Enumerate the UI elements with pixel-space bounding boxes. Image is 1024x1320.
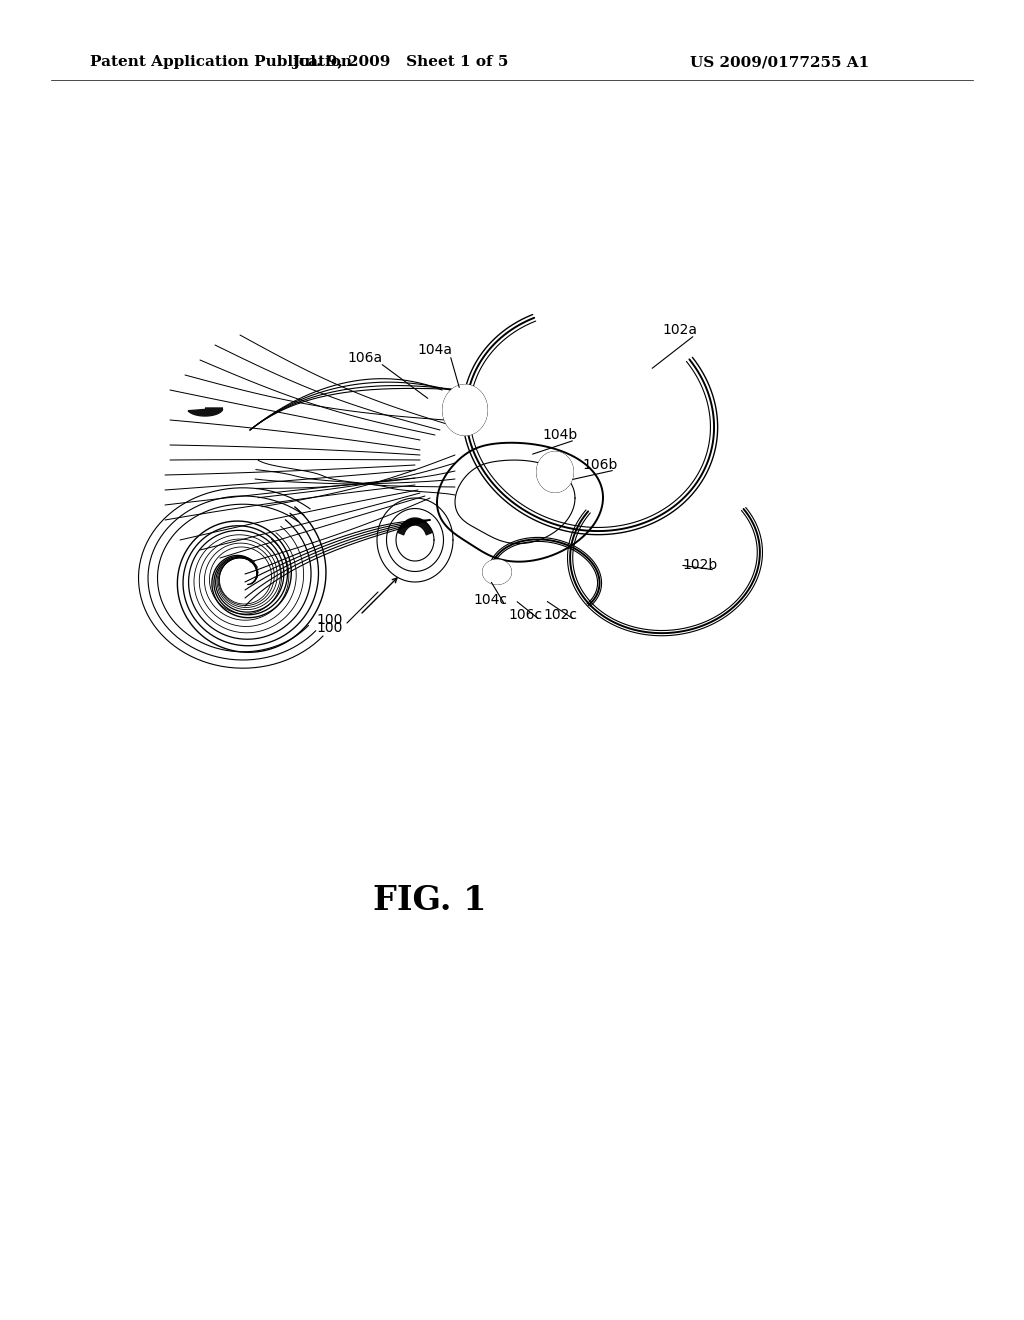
Text: 104c: 104c bbox=[473, 593, 507, 607]
Text: FIG. 1: FIG. 1 bbox=[374, 883, 486, 916]
Text: 102a: 102a bbox=[663, 323, 697, 337]
Polygon shape bbox=[443, 385, 487, 436]
Polygon shape bbox=[483, 560, 511, 583]
Text: 104b: 104b bbox=[543, 428, 578, 442]
Text: 102b: 102b bbox=[682, 558, 718, 572]
Text: 106c: 106c bbox=[508, 609, 542, 622]
Polygon shape bbox=[398, 517, 432, 535]
Polygon shape bbox=[188, 408, 223, 416]
Polygon shape bbox=[488, 565, 497, 579]
Text: US 2009/0177255 A1: US 2009/0177255 A1 bbox=[690, 55, 869, 69]
Text: 106a: 106a bbox=[347, 351, 383, 366]
Text: 106b: 106b bbox=[583, 458, 617, 473]
Polygon shape bbox=[451, 392, 467, 424]
Text: 100: 100 bbox=[316, 612, 343, 627]
Polygon shape bbox=[537, 451, 573, 492]
Text: 100: 100 bbox=[316, 620, 343, 635]
Text: 102c: 102c bbox=[543, 609, 577, 622]
Text: 104a: 104a bbox=[418, 343, 453, 356]
Text: Patent Application Publication: Patent Application Publication bbox=[90, 55, 352, 69]
Polygon shape bbox=[543, 458, 555, 486]
Text: Jul. 9, 2009   Sheet 1 of 5: Jul. 9, 2009 Sheet 1 of 5 bbox=[292, 55, 508, 69]
